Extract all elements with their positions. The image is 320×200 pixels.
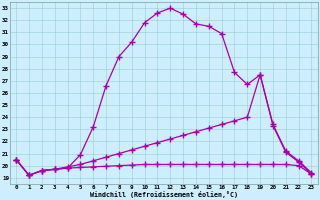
X-axis label: Windchill (Refroidissement éolien,°C): Windchill (Refroidissement éolien,°C): [90, 191, 238, 198]
